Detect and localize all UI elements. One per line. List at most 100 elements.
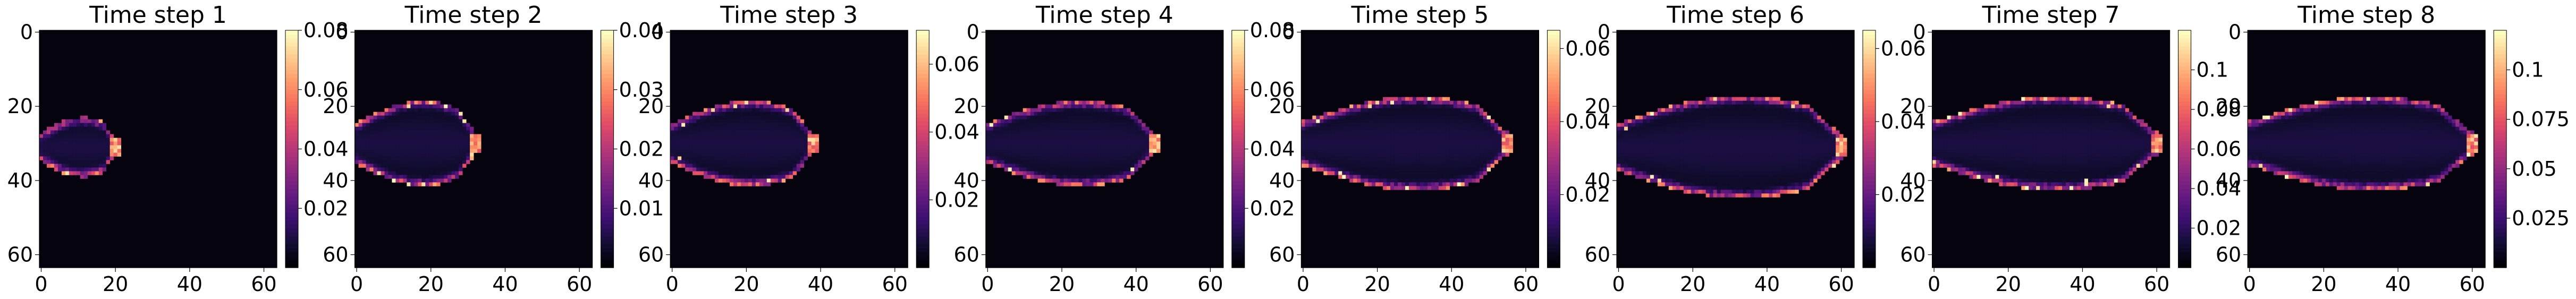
colorbar-segment — [285, 97, 298, 102]
heatmap-cell — [1397, 167, 1402, 172]
heatmap-cell — [1405, 100, 1409, 105]
heatmap-cell — [737, 108, 741, 113]
heatmap-cell — [1702, 145, 1707, 149]
heatmap-cell — [1698, 119, 1703, 124]
heatmap-cell — [1754, 97, 1758, 101]
heatmap-cell — [1078, 178, 1083, 183]
heatmap-cell — [61, 149, 66, 153]
heatmap-cell — [1045, 167, 1049, 172]
heatmap-cell — [1665, 126, 1669, 131]
heatmap-cell — [407, 160, 411, 164]
heatmap-cell — [1387, 119, 1391, 124]
heatmap-cell — [1060, 108, 1064, 113]
heatmap-cell — [1657, 126, 1662, 131]
heatmap-cell — [1449, 104, 1454, 109]
heatmap-cell — [462, 152, 467, 157]
heatmap-cell — [1063, 178, 1068, 183]
heatmap-cell — [1383, 156, 1387, 160]
heatmap-cell — [778, 171, 782, 175]
heatmap-cell — [1101, 171, 1105, 175]
heatmap-cell — [1713, 130, 1717, 134]
heatmap-cell — [83, 115, 88, 120]
heatmap-cell — [1460, 178, 1465, 183]
heatmap-cell — [1000, 145, 1005, 149]
heatmap-cell — [715, 138, 719, 142]
heatmap-cell — [1442, 138, 1447, 142]
heatmap-cell — [729, 156, 734, 160]
heatmap-cell — [1442, 164, 1447, 168]
colorbar-segment — [916, 66, 930, 71]
heatmap-cell — [1127, 149, 1131, 153]
heatmap-cell — [98, 171, 103, 175]
heatmap-cell — [1661, 145, 1666, 149]
heatmap-cell — [1390, 160, 1395, 164]
heatmap-cell — [766, 108, 771, 113]
heatmap-cell — [1460, 126, 1465, 131]
heatmap-cell — [1372, 119, 1376, 124]
heatmap-cell — [1813, 123, 1818, 127]
heatmap-cell — [1420, 119, 1424, 124]
colorbar-segment — [916, 184, 930, 189]
heatmap-cell — [1836, 141, 1840, 146]
heatmap-cell — [1060, 171, 1064, 175]
heatmap-cell — [1015, 156, 1020, 160]
heatmap-cell — [69, 149, 73, 153]
heatmap-cell — [61, 123, 66, 127]
heatmap-cell — [1787, 138, 1792, 142]
heatmap-cell — [1145, 145, 1150, 149]
heatmap-cell — [1338, 112, 1342, 116]
heatmap-cell — [993, 134, 998, 138]
heatmap-cell — [1691, 104, 1695, 109]
heatmap-cell — [1312, 126, 1316, 131]
heatmap-cell — [781, 108, 786, 113]
heatmap-cell — [1765, 156, 1769, 160]
heatmap-cell — [91, 126, 96, 131]
heatmap-cell — [815, 134, 819, 138]
heatmap-cell — [1308, 138, 1313, 142]
heatmap-cell — [377, 152, 381, 157]
heatmap-cell — [1806, 141, 1810, 146]
heatmap-cell — [789, 167, 793, 172]
heatmap-cell — [1052, 145, 1057, 149]
heatmap-cell — [1011, 164, 1016, 168]
heatmap-cell — [1825, 126, 1829, 131]
heatmap-cell — [711, 160, 715, 164]
heatmap-cell — [1368, 152, 1372, 157]
heatmap-cell — [1761, 145, 1766, 149]
heatmap-cell — [1301, 152, 1305, 157]
heatmap-cell — [759, 160, 764, 164]
heatmap-cell — [993, 123, 998, 127]
colorbar-segment — [916, 252, 930, 257]
heatmap-cell — [1713, 104, 1717, 109]
heatmap-cell — [87, 119, 92, 124]
heatmap-cell — [1034, 130, 1038, 134]
heatmap-cell — [1483, 171, 1488, 175]
heatmap-cell — [1041, 104, 1045, 109]
heatmap-cell — [1446, 123, 1450, 127]
heatmap-cell — [429, 134, 433, 138]
heatmap-cell — [425, 160, 429, 164]
heatmap-cell — [1475, 130, 1480, 134]
heatmap-cell — [704, 119, 708, 124]
heatmap-cell — [399, 104, 403, 109]
heatmap-cell — [1364, 152, 1369, 157]
heatmap-cell — [696, 119, 700, 124]
heatmap-cell — [1041, 138, 1045, 142]
heatmap-cell — [1832, 149, 1836, 153]
heatmap-cell — [711, 141, 715, 146]
heatmap-cell — [1420, 104, 1424, 109]
heatmap-cell — [1401, 167, 1406, 172]
heatmap-cell — [1357, 108, 1361, 113]
heatmap-cell — [748, 119, 753, 124]
heatmap-cell — [1361, 123, 1365, 127]
heatmap-cell — [1464, 104, 1469, 109]
heatmap-cell — [440, 115, 444, 120]
heatmap-cell — [1375, 100, 1380, 105]
heatmap-cell — [1119, 115, 1124, 120]
heatmap-cell — [1312, 141, 1316, 146]
heatmap-cell — [1412, 108, 1417, 113]
heatmap-cell — [770, 141, 775, 146]
heatmap-cell — [1372, 108, 1376, 113]
heatmap-cell — [1008, 145, 1012, 149]
heatmap-cell — [1475, 152, 1480, 157]
